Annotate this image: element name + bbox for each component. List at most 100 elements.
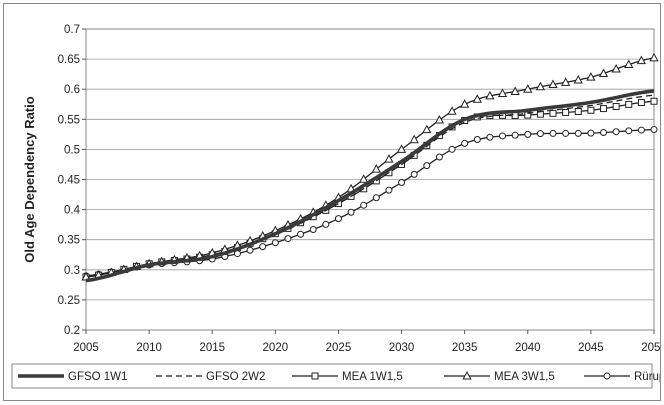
x-tick-label: 2020 [263, 342, 289, 354]
series-gfso-1w1 [85, 89, 655, 283]
x-tick-label: 2010 [136, 342, 162, 354]
legend-marker [311, 372, 319, 380]
x-tick-label: 2015 [199, 342, 225, 354]
data-point [284, 235, 292, 243]
data-point [624, 59, 634, 69]
data-point [271, 239, 279, 247]
series-gfso-2w2 [85, 94, 655, 282]
data-point [410, 170, 418, 178]
data-point [384, 154, 394, 163]
data-point [460, 99, 470, 108]
data-point [510, 86, 520, 96]
data-point [600, 129, 608, 137]
data-point [511, 131, 519, 139]
data-point [322, 220, 330, 228]
data-point [549, 129, 557, 137]
legend-label: GFSO 1W1 [68, 371, 127, 383]
data-point [598, 68, 609, 77]
x-tick-label: 2050 [641, 342, 660, 354]
data-point [461, 139, 469, 147]
data-point [637, 99, 645, 107]
data-point [448, 145, 456, 153]
legend-label: Rürup [634, 371, 660, 383]
y-tick-label: 0.5 [64, 144, 80, 156]
x-axis: 2005 2010 2015 2020 2025 2030 2035 2040 2045 2050 [73, 330, 664, 354]
data-point [359, 174, 369, 183]
y-tick-label: 0.45 [58, 175, 80, 187]
x-tick-label: 2040 [515, 342, 541, 354]
data-point [562, 129, 570, 137]
series-line [85, 89, 655, 283]
data-point [625, 100, 633, 108]
series-line [85, 94, 655, 282]
data-point [486, 133, 494, 141]
legend-label: GFSO 2W2 [206, 371, 265, 383]
series-mea-3w1-5 [81, 52, 659, 281]
data-point [523, 84, 533, 93]
y-tick-label: 0.35 [58, 235, 80, 247]
legend-marker [462, 370, 472, 380]
chart-frame: 0.2 0.25 0.3 0.35 0.4 0.45 0.5 0.55 0.6 0.65 0.7 2… [3, 3, 664, 401]
data-point [637, 126, 645, 134]
data-point [360, 201, 368, 209]
data-point [600, 105, 608, 113]
data-point [246, 246, 254, 254]
data-point [372, 194, 380, 202]
data-point [499, 132, 507, 140]
series-group [81, 52, 659, 283]
data-point [574, 129, 582, 137]
data-point [409, 134, 419, 144]
data-point [650, 126, 658, 134]
data-point [587, 106, 595, 114]
data-point [649, 52, 659, 62]
data-point [636, 55, 647, 65]
line-chart: 0.2 0.25 0.3 0.35 0.4 0.45 0.5 0.55 0.6 0.65 0.7 2… [11, 24, 664, 389]
legend-label: MEA 1W1,5 [342, 371, 403, 383]
data-point [435, 153, 443, 161]
data-point [536, 130, 544, 138]
series-mea-1w1-5 [82, 97, 658, 281]
data-point [612, 128, 620, 136]
y-tick-label: 0.55 [58, 114, 80, 126]
data-point [309, 226, 317, 234]
data-point [398, 179, 406, 187]
data-point [587, 129, 595, 137]
data-point [423, 162, 431, 170]
series-line [85, 57, 655, 278]
legend-label: MEA 3W1,5 [494, 371, 555, 383]
data-point [434, 114, 445, 124]
series-line [85, 100, 655, 278]
x-tick-label: 2045 [578, 342, 604, 354]
data-point [259, 243, 267, 251]
legend-item: Rürup [584, 371, 664, 383]
data-point [562, 108, 570, 116]
y-tick-label: 0.4 [64, 205, 81, 217]
legend-item: MEA 1W1,5 [292, 371, 403, 383]
y-axis: 0.2 0.25 0.3 0.35 0.4 0.45 0.5 0.55 0.6 0.65 0.7 [58, 24, 86, 337]
y-tick-label: 0.65 [58, 54, 80, 66]
data-point [511, 112, 519, 120]
data-point [371, 164, 381, 173]
data-point [485, 90, 495, 100]
legend-marker [603, 372, 611, 380]
data-point [297, 230, 305, 238]
y-tick-label: 0.2 [64, 325, 80, 337]
data-point [524, 130, 532, 138]
data-point [422, 124, 432, 134]
series-line [85, 128, 655, 277]
y-axis-label: Old Age Dependency Ratio [22, 96, 37, 262]
data-point [549, 109, 557, 117]
data-point [347, 208, 355, 216]
x-tick-label: 2035 [452, 342, 478, 354]
legend-item: MEA 3W1,5 [444, 370, 555, 383]
data-point [586, 72, 596, 81]
data-point [548, 79, 558, 89]
legend-item: GFSO 1W1 [18, 371, 127, 383]
data-point [612, 103, 620, 111]
data-point [497, 88, 508, 98]
data-point [650, 97, 658, 105]
data-point [561, 77, 571, 86]
data-point [472, 94, 482, 103]
y-tick-label: 0.7 [64, 24, 80, 36]
data-point [396, 144, 407, 153]
